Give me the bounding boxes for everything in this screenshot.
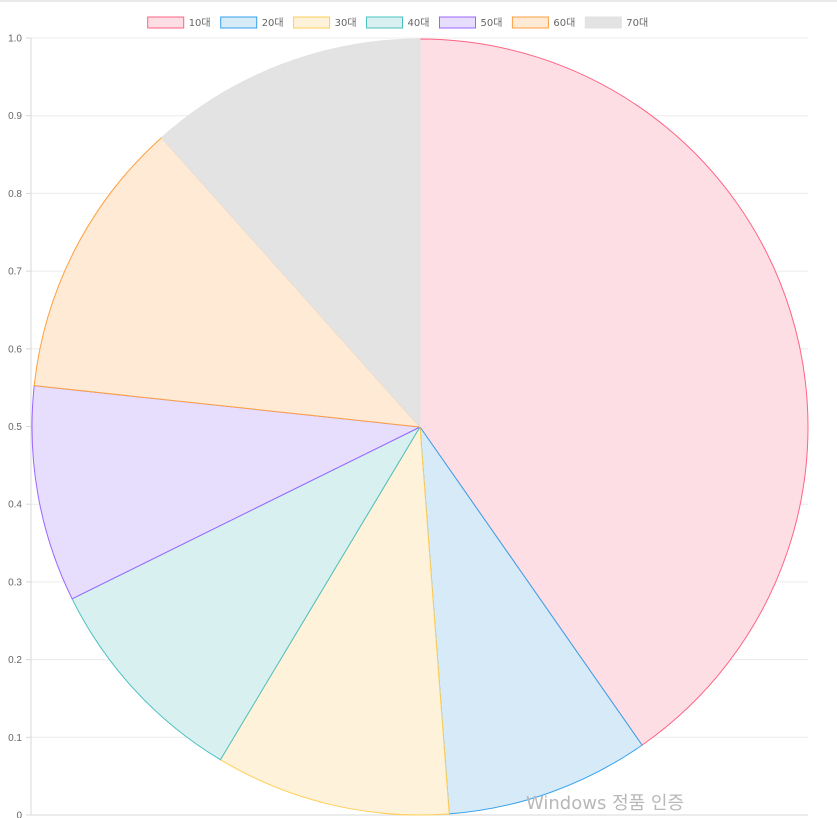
pie-slice-50대[interactable] — [31, 385, 421, 600]
legend-swatch — [147, 16, 185, 29]
windows-activation-watermark: Windows 정품 인증 — [526, 793, 685, 814]
y-tick-label: 0.1 — [8, 733, 22, 744]
y-tick-label: 0.8 — [8, 189, 22, 200]
y-tick-label: 0.5 — [8, 422, 22, 433]
legend-item-50대[interactable]: 50대 — [439, 16, 503, 29]
legend[interactable]: 10대 20대 30대 40대 50대 60대 70대 — [147, 16, 649, 29]
legend-label: 70대 — [626, 17, 648, 29]
pie-slice-70대[interactable] — [161, 38, 421, 428]
y-tick-label: 0.2 — [8, 655, 22, 666]
legend-label: 50대 — [481, 17, 503, 29]
legend-label: 60대 — [553, 17, 575, 29]
legend-item-70대[interactable]: 70대 — [584, 16, 648, 29]
y-tick-label: 0.3 — [8, 577, 22, 588]
y-tick-label: 1.0 — [8, 34, 22, 45]
pie-slice-10대[interactable] — [419, 38, 809, 746]
legend-swatch — [584, 16, 622, 29]
legend-item-30대[interactable]: 30대 — [293, 16, 357, 29]
pie-slice-20대[interactable] — [419, 426, 643, 815]
y-tick-label: 0.4 — [8, 500, 22, 511]
legend-swatch — [366, 16, 403, 29]
legend-label: 30대 — [335, 17, 357, 29]
pie-slice-40대[interactable] — [71, 426, 421, 761]
y-axis: 0 0.1 0.2 0.3 0.4 0.5 0.6 0.7 0.8 0.9 1.0 — [8, 34, 808, 818]
legend-item-60대[interactable]: 60대 — [511, 16, 575, 29]
legend-label: 20대 — [262, 17, 284, 29]
legend-swatch — [511, 16, 549, 29]
legend-item-20대[interactable]: 20대 — [220, 16, 284, 29]
y-tick-label: 0.6 — [8, 344, 22, 355]
legend-swatch — [293, 16, 331, 29]
pie-slices — [31, 38, 809, 816]
pie-slice-30대[interactable] — [219, 426, 450, 816]
legend-label: 10대 — [189, 17, 211, 29]
legend-item-40대[interactable]: 40대 — [366, 16, 430, 29]
y-tick-label: 0 — [16, 811, 22, 818]
y-tick-label: 0.7 — [8, 267, 22, 278]
pie-slice-60대[interactable] — [33, 137, 421, 428]
legend-swatch — [439, 16, 476, 29]
y-tick-label: 0.9 — [8, 111, 22, 122]
legend-item-10대[interactable]: 10대 — [147, 16, 211, 29]
top-divider — [0, 0, 837, 2]
legend-swatch — [220, 16, 258, 29]
legend-label: 40대 — [408, 17, 430, 29]
